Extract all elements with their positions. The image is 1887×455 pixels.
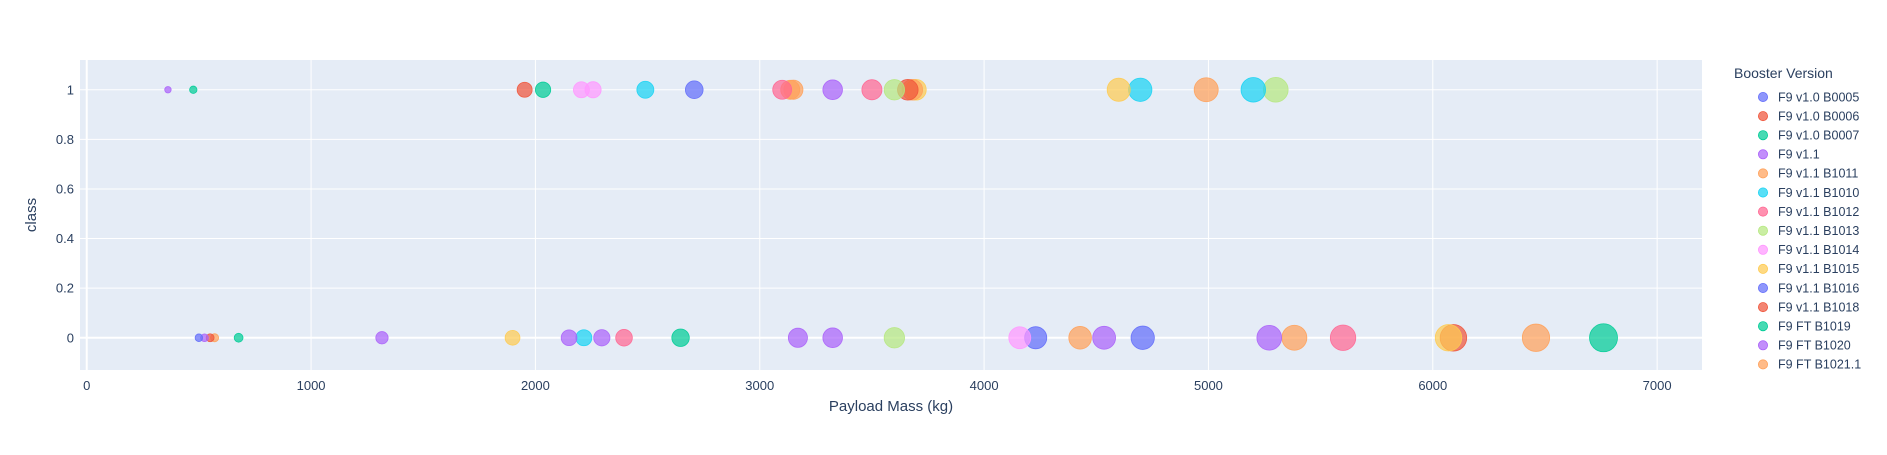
data-point-series-9: [1106, 77, 1131, 102]
legend-marker: [1758, 187, 1769, 198]
legend-marker: [1758, 321, 1769, 332]
x-axis-title: Payload Mass (kg): [829, 398, 953, 415]
data-point-series-4: [1068, 326, 1092, 350]
data-point-series-8: [573, 81, 590, 99]
data-point-series-5: [575, 329, 593, 347]
data-points: [164, 76, 1618, 353]
x-tick-label: 4000: [970, 378, 999, 393]
data-point-series-12: [534, 81, 552, 98]
data-point-series-7: [883, 79, 905, 101]
legend-marker: [1758, 149, 1769, 160]
y-tick-label: 1: [67, 82, 74, 97]
plot-background: [80, 60, 1702, 370]
y-axis-title: class: [23, 198, 40, 232]
legend-label: F9 v1.1 B1015: [1778, 262, 1859, 276]
legend-marker: [1758, 263, 1769, 274]
x-tick-label: 7000: [1643, 378, 1672, 393]
data-point-series-3: [787, 327, 808, 348]
legend-marker: [1758, 244, 1769, 255]
legend-marker: [1758, 206, 1769, 217]
legend-marker: [1758, 340, 1769, 351]
data-point-series-6: [615, 329, 633, 347]
data-point-series-4: [1281, 324, 1308, 351]
data-point-series-8: [1008, 326, 1032, 350]
legend-label: F9 v1.1 B1013: [1778, 224, 1859, 238]
data-point-series-2: [233, 332, 244, 343]
y-tick-label: 0.4: [56, 231, 74, 246]
data-point-series-5: [1240, 77, 1266, 103]
data-point-series-12: [671, 328, 690, 347]
data-point-series-4: [1193, 77, 1219, 103]
legend-marker: [1758, 302, 1769, 313]
x-tick-labels: 0 1000 2000 3000 4000 5000 6000 7000: [83, 378, 1671, 393]
data-point-series-3: [593, 329, 611, 347]
legend-marker: [1758, 359, 1769, 370]
legend-label: F9 v1.0 B0005: [1778, 90, 1859, 104]
legend-label: F9 v1.1: [1778, 148, 1820, 162]
data-point-series-5: [636, 80, 655, 99]
y-tick-labels: 0 0.2 0.4 0.6 0.8 1: [56, 82, 74, 345]
y-tick-label: 0.6: [56, 181, 74, 196]
legend-label: F9 v1.1 B1011: [1778, 167, 1858, 181]
data-point-series-3: [822, 79, 843, 100]
legend-marker: [1758, 130, 1769, 141]
data-point-series-7: [1262, 76, 1289, 103]
legend-title: Booster Version: [1734, 65, 1833, 81]
data-point-series-3: [560, 329, 578, 347]
data-point-series-11: [516, 81, 533, 98]
data-point-series-6: [1329, 324, 1357, 351]
data-point-series-7: [883, 327, 905, 349]
legend-label: F9 FT B1021.1: [1778, 358, 1861, 372]
x-tick-label: 0: [83, 378, 90, 393]
legend-label: F9 v1.1 B1014: [1778, 243, 1859, 257]
x-tick-label: 2000: [521, 378, 550, 393]
legend-marker: [1758, 168, 1769, 179]
data-point-series-9: [1434, 324, 1463, 352]
data-point-series-6: [861, 79, 883, 101]
x-tick-label: 5000: [1194, 378, 1223, 393]
data-point-series-0: [194, 333, 204, 342]
data-point-series-3: [375, 331, 389, 345]
legend-label: F9 v1.0 B0007: [1778, 129, 1859, 143]
legend-label: F9 FT B1020: [1778, 339, 1851, 353]
data-point-series-4: [1521, 323, 1551, 352]
data-point-series-3: [822, 327, 843, 348]
data-point-series-10: [684, 80, 704, 100]
legend-label: F9 v1.1 B1010: [1778, 186, 1859, 200]
data-point-series-3: [164, 86, 172, 94]
legend: F9 v1.0 B0005 F9 v1.0 B0006 F9 v1.0 B0007 F…: [1758, 90, 1861, 372]
x-tick-label: 6000: [1418, 378, 1447, 393]
legend-marker: [1758, 111, 1769, 122]
legend-marker: [1758, 92, 1769, 103]
legend-label: F9 v1.1 B1012: [1778, 205, 1859, 219]
data-point-series-2: [189, 85, 198, 94]
legend-label: F9 v1.1 B1018: [1778, 300, 1859, 314]
data-point-series-9: [504, 329, 521, 346]
data-point-series-5: [1128, 77, 1153, 102]
data-point-series-3: [1256, 324, 1283, 351]
data-point-series-12: [1589, 323, 1618, 353]
x-tick-label: 1000: [297, 378, 326, 393]
data-point-series-10: [1130, 325, 1155, 350]
legend-label: F9 v1.1 B1016: [1778, 281, 1859, 295]
legend-marker: [1758, 282, 1769, 293]
data-point-series-3: [1092, 325, 1116, 350]
x-tick-label: 3000: [745, 378, 774, 393]
data-point-series-6: [772, 79, 793, 100]
y-tick-label: 0.2: [56, 281, 74, 296]
legend-label: F9 FT B1019: [1778, 320, 1851, 334]
legend-marker: [1758, 225, 1769, 236]
y-tick-label: 0.8: [56, 132, 74, 147]
legend-label: F9 v1.0 B0006: [1778, 109, 1859, 123]
y-tick-label: 0: [67, 330, 74, 345]
